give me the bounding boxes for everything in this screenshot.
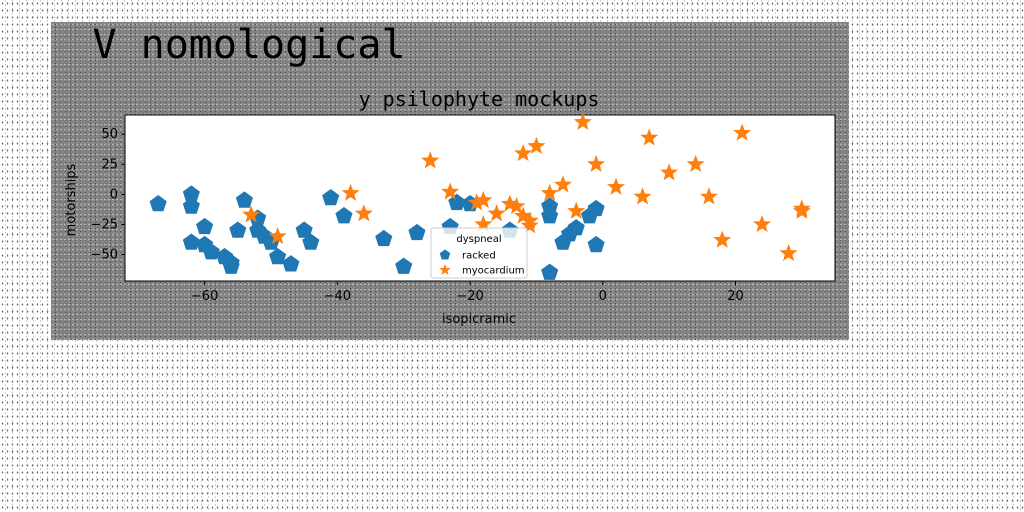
- y-tick-label: −50: [91, 248, 118, 263]
- pentagon-marker: [182, 185, 200, 202]
- y-axis-label: motorships: [64, 163, 79, 236]
- x-tick-label: 0: [599, 289, 607, 304]
- pentagon-marker: [322, 189, 340, 206]
- star-marker: [354, 204, 373, 222]
- legend-label: myocardium: [462, 266, 525, 277]
- x-axis-label: isopicramic: [442, 312, 516, 327]
- star-marker: [514, 143, 533, 162]
- legend-pentagon-icon: [439, 249, 451, 260]
- x-tick-label: −40: [324, 289, 351, 304]
- star-marker: [779, 243, 798, 262]
- legend-items: racked myocardium: [439, 249, 525, 277]
- pentagon-marker: [395, 257, 413, 274]
- pentagon-marker: [448, 193, 466, 211]
- pentagon-marker: [375, 229, 393, 247]
- pentagon-marker: [541, 197, 559, 214]
- pentagon-marker: [222, 257, 240, 274]
- pentagon-marker: [587, 235, 605, 253]
- scatter-chart: V nomological y psilophyte mockups −60 −4…: [64, 22, 836, 327]
- pentagon-marker: [567, 219, 585, 236]
- star-marker: [487, 204, 506, 222]
- x-tick-label: 20: [727, 289, 744, 304]
- star-marker: [467, 193, 486, 211]
- star-marker: [587, 154, 606, 172]
- star-marker: [441, 182, 460, 200]
- star-marker: [514, 206, 533, 224]
- star-marker: [474, 214, 493, 233]
- star-marker: [527, 136, 546, 154]
- star-marker: [660, 163, 679, 181]
- pentagon-marker: [235, 191, 253, 208]
- figure-suptitle: V nomological: [92, 22, 405, 68]
- pentagon-marker: [587, 199, 605, 217]
- data-markers: [149, 112, 811, 280]
- star-marker: [507, 196, 526, 215]
- y-tick-label: 50: [101, 127, 118, 142]
- pentagon-marker: [408, 223, 426, 241]
- star-marker: [474, 190, 493, 209]
- star-marker: [733, 123, 752, 141]
- star-marker: [242, 205, 261, 223]
- y-tick-label: −25: [91, 217, 118, 232]
- pentagon-marker: [541, 207, 559, 224]
- star-marker: [686, 154, 705, 172]
- star-marker: [553, 175, 572, 193]
- pentagon-marker: [182, 197, 200, 214]
- y-axis-ticks: 50 25 0 −25 −50: [91, 127, 125, 263]
- star-marker: [573, 112, 592, 130]
- pentagon-marker: [302, 233, 320, 250]
- legend-star-icon: [439, 264, 451, 275]
- star-marker: [520, 216, 539, 234]
- star-marker: [540, 183, 559, 201]
- chart-title: y psilophyte mockups: [359, 87, 600, 111]
- pentagon-marker: [295, 221, 313, 238]
- pentagon-marker: [282, 255, 300, 272]
- pentagon-marker: [269, 247, 287, 265]
- pentagon-marker: [149, 195, 167, 212]
- pentagon-marker: [229, 221, 247, 238]
- y-tick-label: 25: [101, 157, 118, 172]
- star-marker: [640, 128, 659, 146]
- star-marker: [606, 177, 626, 195]
- star-marker: [792, 199, 811, 217]
- star-marker: [341, 183, 360, 201]
- star-marker: [699, 187, 718, 205]
- pentagon-marker: [196, 217, 214, 235]
- legend-box: [430, 227, 528, 279]
- pentagon-marker: [202, 243, 220, 260]
- legend-label: racked: [462, 251, 496, 262]
- star-marker: [752, 214, 772, 233]
- figure: V nomological y psilophyte mockups −60 −4…: [51, 22, 849, 340]
- x-tick-label: −60: [191, 289, 218, 304]
- star-marker: [421, 151, 440, 169]
- legend-title: dyspneal: [456, 234, 501, 245]
- x-tick-label: −20: [456, 289, 483, 304]
- pentagon-marker: [335, 207, 353, 224]
- star-marker: [500, 194, 519, 212]
- y-tick-label: 0: [110, 187, 118, 202]
- x-axis-ticks: −60 −40 −20 0 20: [191, 281, 744, 304]
- star-marker: [567, 201, 586, 219]
- star-marker: [633, 187, 652, 205]
- star-marker: [268, 226, 287, 245]
- star-marker: [713, 230, 732, 248]
- legend: dyspneal racked myocardium: [430, 227, 528, 279]
- pentagon-marker: [541, 263, 559, 280]
- pentagon-marker: [182, 233, 200, 250]
